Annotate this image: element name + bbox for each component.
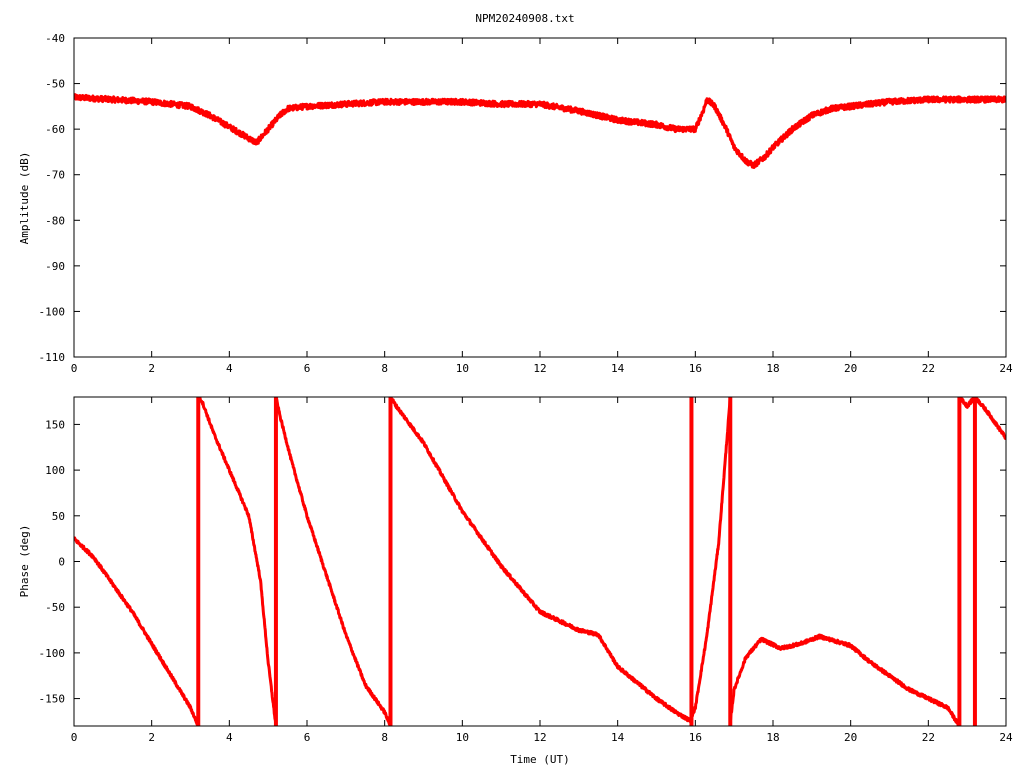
y-tick-label: 0 bbox=[58, 556, 65, 569]
x-tick-label: 4 bbox=[226, 731, 233, 744]
phase-trace-segment bbox=[74, 536, 200, 726]
amplitude-axis-label: Amplitude (dB) bbox=[18, 152, 31, 245]
phase-axis-label: Phase (deg) bbox=[18, 525, 31, 598]
x-tick-label: 22 bbox=[922, 731, 935, 744]
y-tick-label: 100 bbox=[45, 464, 65, 477]
time-axis-label: Time (UT) bbox=[510, 753, 570, 766]
y-tick-label: -150 bbox=[39, 693, 66, 706]
x-tick-label: 10 bbox=[456, 731, 469, 744]
x-tick-label: 18 bbox=[766, 362, 779, 375]
x-tick-label: 8 bbox=[381, 362, 388, 375]
x-tick-label: 12 bbox=[533, 362, 546, 375]
x-tick-label: 12 bbox=[533, 731, 546, 744]
x-tick-label: 20 bbox=[844, 731, 857, 744]
x-tick-label: 10 bbox=[456, 362, 469, 375]
phase-trace-segment bbox=[973, 397, 1006, 440]
x-tick-label: 0 bbox=[71, 731, 78, 744]
chart-title: NPM20240908.txt bbox=[475, 12, 574, 25]
phase-trace-segment bbox=[274, 397, 392, 726]
x-tick-label: 16 bbox=[689, 362, 702, 375]
y-tick-label: 50 bbox=[52, 510, 65, 523]
y-tick-label: -50 bbox=[45, 601, 65, 614]
y-tick-label: -40 bbox=[45, 32, 65, 45]
y-tick-label: -60 bbox=[45, 123, 65, 136]
x-tick-label: 0 bbox=[71, 362, 78, 375]
phase-trace-segment bbox=[196, 397, 278, 726]
x-tick-label: 22 bbox=[922, 362, 935, 375]
x-tick-label: 24 bbox=[999, 731, 1013, 744]
phase-trace-segment bbox=[389, 397, 693, 725]
phase-trace-segment bbox=[728, 633, 961, 726]
y-tick-label: -100 bbox=[39, 647, 66, 660]
amplitude-panel: 0 2 4 6 8 10 12 14 16 18 20 22 24-40-50-60-70-80-90-… bbox=[39, 32, 1013, 375]
y-tick-label: -90 bbox=[45, 260, 65, 273]
x-tick-label: 20 bbox=[844, 362, 857, 375]
y-tick-label: -110 bbox=[39, 351, 66, 364]
amplitude-trace-segment bbox=[74, 93, 1006, 170]
x-tick-label: 18 bbox=[766, 731, 779, 744]
y-tick-label: -100 bbox=[39, 305, 66, 318]
x-tick-label: 2 bbox=[148, 362, 155, 375]
y-tick-label: 150 bbox=[45, 418, 65, 431]
phase-panel: 0 2 4 6 8 10 12 14 16 18 20 22 24150100500-50-100-15… bbox=[39, 396, 1013, 744]
phase-trace-segment bbox=[958, 397, 977, 409]
x-tick-label: 4 bbox=[226, 362, 233, 375]
y-tick-label: -80 bbox=[45, 214, 65, 227]
amplitude-series bbox=[74, 93, 1006, 170]
x-tick-label: 16 bbox=[689, 731, 702, 744]
x-tick-label: 14 bbox=[611, 362, 625, 375]
x-tick-label: 24 bbox=[999, 362, 1013, 375]
x-tick-label: 6 bbox=[304, 362, 311, 375]
phase-trace-segment bbox=[690, 397, 732, 718]
y-tick-label: -50 bbox=[45, 78, 65, 91]
x-tick-label: 8 bbox=[381, 731, 388, 744]
x-tick-label: 6 bbox=[304, 731, 311, 744]
x-tick-label: 2 bbox=[148, 731, 155, 744]
y-tick-label: -70 bbox=[45, 169, 65, 182]
phase-series bbox=[74, 397, 1006, 726]
x-tick-label: 14 bbox=[611, 731, 625, 744]
